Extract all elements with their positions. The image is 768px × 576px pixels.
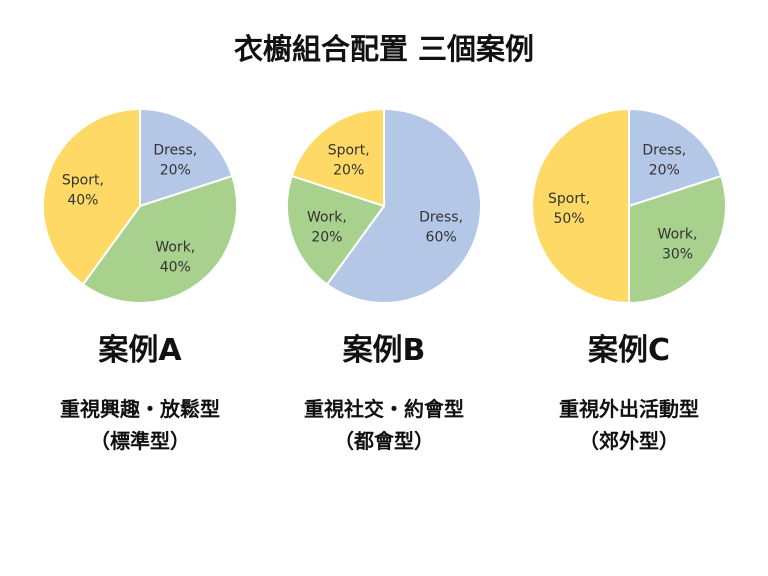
slice-label-sport: Sport,: [62, 173, 104, 189]
slice-label-work: Work,: [307, 210, 347, 226]
slice-value-dress: 60%: [426, 230, 457, 246]
case-a-note: （標準型）: [90, 429, 190, 453]
case-b-subtitle: 重視社交・約會型: [304, 397, 464, 421]
case-a-description: 重視興趣・放鬆型 （標準型）: [12, 393, 268, 457]
pie-slice-work: [81, 174, 238, 304]
pie-chart-case-a: Dress, 20% Work, 40% Sport, 40%: [42, 107, 238, 304]
page-title: 衣櫥組合配置 三個案例: [233, 32, 535, 66]
case-b-description: 重視社交・約會型 （都會型）: [256, 393, 512, 457]
case-c-title: 案例C: [587, 333, 671, 368]
pie-chart-case-b: Dress, 60% Work, 20% Sport, 20%: [286, 107, 482, 304]
pie-slice-sport: [290, 107, 385, 208]
pie-slice-sport: [42, 107, 141, 286]
pie-slice-dress: [139, 107, 234, 208]
pie-slice-dress: [628, 107, 723, 208]
slice-label-sport: Sport,: [328, 143, 370, 159]
case-b-note: （都會型）: [334, 429, 434, 453]
case-c-description: 重視外出活動型 （郊外型）: [501, 393, 757, 457]
case-c-note: （郊外型）: [579, 429, 679, 453]
case-b-title: 案例B: [342, 333, 426, 368]
slice-label-work: Work,: [155, 240, 195, 256]
slice-value-sport: 20%: [333, 163, 364, 179]
slice-value-sport: 50%: [553, 211, 584, 227]
case-c-subtitle: 重視外出活動型: [559, 397, 699, 421]
pie-slice-work: [286, 174, 386, 286]
slice-value-dress: 20%: [160, 163, 191, 179]
case-a-title: 案例A: [98, 333, 182, 368]
slice-value-work: 20%: [311, 230, 342, 246]
slice-value-work: 30%: [662, 246, 693, 262]
slice-value-dress: 20%: [649, 163, 680, 179]
pie-slice-sport: [531, 107, 630, 305]
slice-label-dress: Dress,: [153, 143, 197, 159]
slice-value-sport: 40%: [67, 193, 98, 209]
case-a-subtitle: 重視興趣・放鬆型: [60, 397, 220, 421]
pie-chart-case-c: Dress, 20% Work, 30% Sport, 50%: [531, 107, 727, 305]
slice-label-dress: Dress,: [419, 210, 463, 226]
slice-label-sport: Sport,: [548, 191, 590, 207]
pie-slice-dress: [325, 107, 482, 304]
pie-slice-work: [628, 174, 727, 305]
slice-value-work: 40%: [160, 260, 191, 276]
slice-label-dress: Dress,: [642, 143, 686, 159]
slice-label-work: Work,: [658, 226, 698, 242]
